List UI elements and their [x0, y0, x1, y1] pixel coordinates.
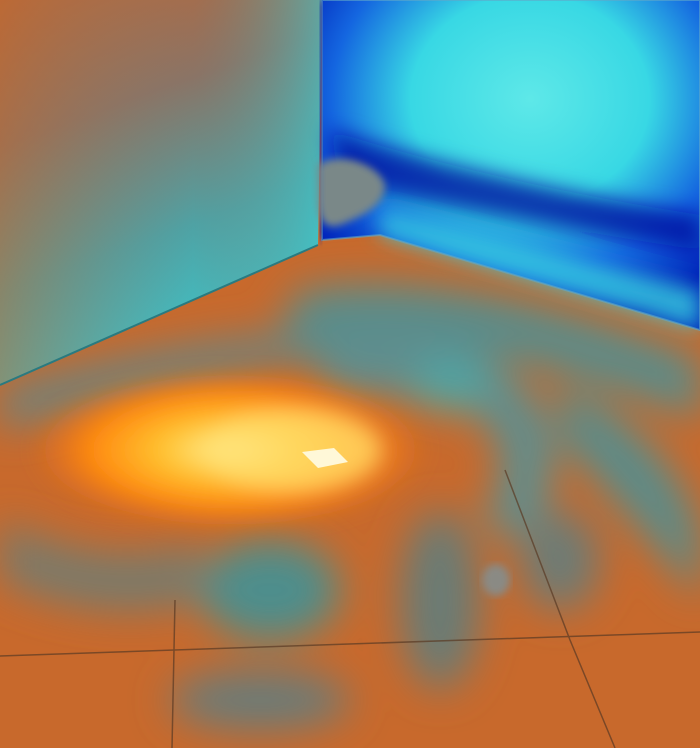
debris [482, 564, 510, 596]
hot-patch [302, 448, 348, 468]
floor-debris [482, 564, 510, 596]
cool-band [0, 520, 200, 611]
hot-region [30, 370, 430, 530]
hot-core [200, 410, 380, 490]
cool-band [560, 380, 700, 600]
right-wall-shade [330, 130, 700, 330]
corner-object [318, 158, 385, 227]
tile-joint [0, 631, 700, 657]
cool-spot [200, 540, 340, 640]
left-wall-shade [0, 0, 322, 385]
cool-band [283, 283, 700, 420]
tile-joints [0, 469, 700, 748]
tile-joint [171, 599, 176, 748]
floor-edge-band [380, 210, 700, 330]
wall-floor-edge [0, 244, 319, 386]
floor-cool-bands [0, 283, 700, 730]
tile-joint [504, 469, 616, 748]
corner-object-body [318, 158, 385, 227]
cool-spot [410, 360, 490, 410]
cool-band [320, 333, 554, 540]
right-wall [322, 0, 700, 330]
cool-band [520, 510, 600, 610]
cool-band [400, 510, 480, 690]
cold-band [330, 130, 700, 250]
cool-band [170, 670, 350, 730]
